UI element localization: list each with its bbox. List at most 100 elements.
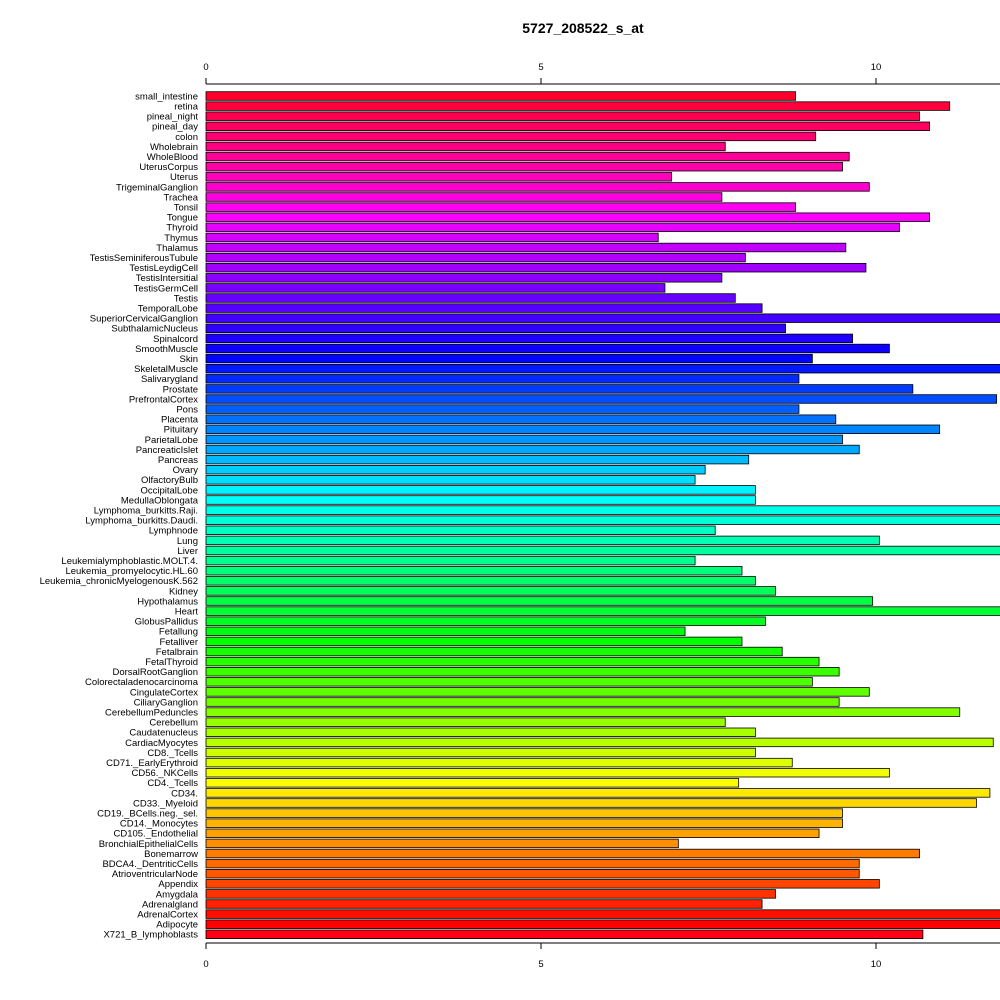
category-label-Skin: Skin xyxy=(180,354,198,365)
category-label-Lung: Lung xyxy=(177,536,198,547)
bar-TestisGermCell xyxy=(205,283,666,293)
bar-Pons xyxy=(205,404,800,414)
bar-Trachea xyxy=(205,192,723,202)
category-label-Heart: Heart xyxy=(175,607,199,618)
bar-MedullaOblongata xyxy=(205,495,756,505)
bar-Lymphoma_burkitts.Raji. xyxy=(205,505,1000,515)
bar-Heart xyxy=(205,606,1000,616)
category-label-GlobusPallidus: GlobusPallidus xyxy=(135,617,199,628)
category-label-Fetalliver: Fetalliver xyxy=(159,637,198,648)
category-label-CD105._Endothelial: CD105._Endothelial xyxy=(113,829,198,840)
bar-Hypothalamus xyxy=(205,596,874,606)
bar-pineal_night xyxy=(205,111,920,121)
category-label-colon: colon xyxy=(175,132,198,143)
bar-TestisSeminiferousTubule xyxy=(205,252,746,263)
bar-SkeletalMuscle xyxy=(205,363,1000,374)
category-label-pineal_night: pineal_night xyxy=(147,112,199,123)
bar-Bonemarrow xyxy=(205,848,920,859)
bar-Leukemia_promyelocytic.HL.60 xyxy=(205,566,743,576)
category-label-Kidney: Kidney xyxy=(169,586,198,597)
category-label-ParietalLobe: ParietalLobe xyxy=(145,435,198,446)
bar-TestisLeydigCell xyxy=(205,262,867,273)
bar-CD33._Myeloid xyxy=(205,798,977,808)
bar-OccipitalLobe xyxy=(205,485,756,495)
bar-CD8._Tcells xyxy=(205,747,756,758)
category-label-small_intestine: small_intestine xyxy=(135,91,198,102)
category-label-Salivarygland: Salivarygland xyxy=(141,374,198,385)
bar-Lymphoma_burkitts.Daudi. xyxy=(205,515,1000,525)
top-tick-label-5: 5 xyxy=(538,62,543,73)
bar-Adipocyte xyxy=(205,919,1000,929)
bar-retina xyxy=(205,101,951,111)
bar-CD34. xyxy=(205,788,991,798)
category-label-Uterus: Uterus xyxy=(170,172,198,183)
category-label-TestisIntersitial: TestisIntersitial xyxy=(136,273,198,284)
bar-pineal_day xyxy=(205,121,930,132)
category-label-Liver: Liver xyxy=(177,546,198,557)
bar-Tonsil xyxy=(205,202,796,212)
bar-UterusCorpus xyxy=(205,161,843,172)
category-label-Leukemia_chronicMyelogenousK.562: Leukemia_chronicMyelogenousK.562 xyxy=(40,576,198,587)
bar-Thalamus xyxy=(205,242,847,253)
top-tick-label-0: 0 xyxy=(203,62,208,73)
bar-Prostate xyxy=(205,384,914,394)
bar-CD71._EarlyErythroid xyxy=(205,757,793,768)
bar-Lymphnode xyxy=(205,525,716,536)
bar-GlobusPallidus xyxy=(205,616,766,626)
category-label-Tongue: Tongue xyxy=(167,213,198,224)
category-label-Thymus: Thymus xyxy=(164,233,198,244)
bar-Ovary xyxy=(205,464,706,475)
category-label-Pancreas: Pancreas xyxy=(158,455,198,466)
top-tick-label-10: 10 xyxy=(871,62,882,73)
category-label-CardiacMyocytes: CardiacMyocytes xyxy=(125,738,198,749)
category-label-PancreaticIslet: PancreaticIslet xyxy=(136,445,199,456)
category-label-WholeBlood: WholeBlood xyxy=(147,152,198,163)
bar-Testis xyxy=(205,293,736,303)
bar-SubthalamicNucleus xyxy=(205,323,786,334)
category-label-Bonemarrow: Bonemarrow xyxy=(144,849,198,860)
bar-BronchialEpithelialCells xyxy=(205,838,679,849)
bar-Fetalbrain xyxy=(205,646,783,657)
bar-SuperiorCervicalGanglion xyxy=(205,313,1000,323)
bar-Tongue xyxy=(205,212,930,222)
category-label-PrefrontalCortex: PrefrontalCortex xyxy=(129,394,198,405)
bar-small_intestine xyxy=(205,91,796,101)
category-label-AtrioventricularNode: AtrioventricularNode xyxy=(112,869,198,880)
category-label-Pituitary: Pituitary xyxy=(164,425,199,436)
category-label-BDCA4._DentriticCells: BDCA4._DentriticCells xyxy=(102,859,198,870)
bar-Skin xyxy=(205,353,813,364)
top-x-axis: 05101520 xyxy=(203,62,1000,85)
bar-Pituitary xyxy=(205,424,941,435)
bar-ParietalLobe xyxy=(205,434,843,445)
category-label-Fetallung: Fetallung xyxy=(159,627,198,638)
bar-colon xyxy=(205,131,817,142)
bar-CD105._Endothelial xyxy=(205,828,820,839)
bar-Kidney xyxy=(205,586,776,596)
bar-Amygdala xyxy=(205,889,776,899)
bar-Salivarygland xyxy=(205,374,800,384)
category-label-SmoothMuscle: SmoothMuscle xyxy=(135,344,198,355)
category-label-Leukemialymphoblastic.MOLT.4.: Leukemialymphoblastic.MOLT.4. xyxy=(61,556,198,567)
bottom-tick-label-10: 10 xyxy=(871,959,882,970)
bar-X721_B_lymphoblasts xyxy=(205,929,924,940)
category-label-Thyroid: Thyroid xyxy=(166,223,198,234)
bar-CD4._Tcells xyxy=(205,778,740,788)
bar-CerebellumPeduncles xyxy=(205,707,961,717)
bar-CD56._NKCells xyxy=(205,768,890,778)
category-label-Spinalcord: Spinalcord xyxy=(153,334,198,345)
category-label-TrigeminalGanglion: TrigeminalGanglion xyxy=(116,182,198,193)
bar-Fetallung xyxy=(205,626,686,637)
category-label-pineal_day: pineal_day xyxy=(152,122,198,133)
category-label-CD4._Tcells: CD4._Tcells xyxy=(147,778,198,789)
category-label-retina: retina xyxy=(174,102,198,113)
bar-WholeBlood xyxy=(205,151,850,162)
category-label-Lymphoma_burkitts.Raji.: Lymphoma_burkitts.Raji. xyxy=(94,506,198,517)
category-label-CD71._EarlyErythroid: CD71._EarlyErythroid xyxy=(106,758,198,769)
category-label-CD14._Monocytes: CD14._Monocytes xyxy=(120,819,198,830)
category-label-Amygdala: Amygdala xyxy=(156,889,199,900)
bar-Liver xyxy=(205,545,1000,556)
category-label-Ovary: Ovary xyxy=(173,465,199,476)
bar-Cerebellum xyxy=(205,717,726,727)
category-label-OlfactoryBulb: OlfactoryBulb xyxy=(141,475,198,486)
